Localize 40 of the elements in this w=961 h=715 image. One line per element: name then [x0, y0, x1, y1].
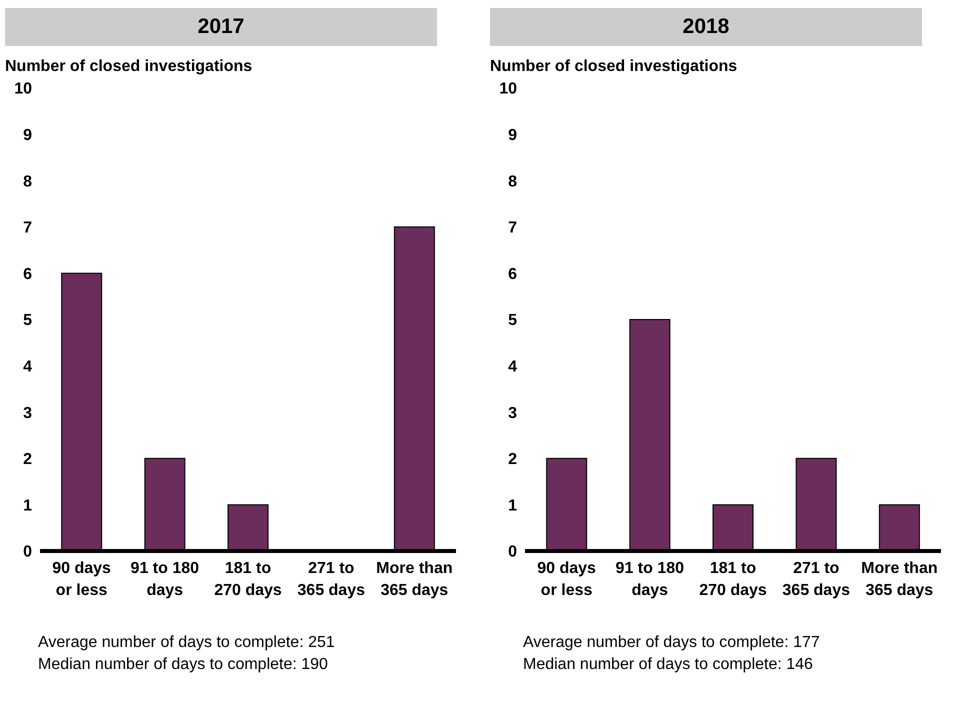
x-tick-label: 181 to 270 days — [699, 560, 767, 599]
x-tick-label: More than 365 days — [861, 560, 938, 599]
y-tick-label: 5 — [508, 312, 518, 330]
y-tick-label: 1 — [23, 497, 32, 514]
y-tick-label: 4 — [508, 358, 518, 376]
y-tick-label: 6 — [23, 266, 32, 283]
y-tick-label: 6 — [508, 266, 518, 283]
text: Average number of days to complete: 251 — [38, 633, 336, 653]
chart-title: 2017 — [5, 8, 437, 46]
y-tick-label: 2 — [23, 451, 32, 468]
y-tick-label: 5 — [23, 312, 32, 330]
x-tick-label: 271 to 365 days — [782, 560, 850, 599]
text: Average number of days to complete: 177 — [523, 633, 821, 653]
y-tick-label: 8 — [508, 173, 518, 190]
y-tick-label: 0 — [508, 544, 518, 561]
y-tick-label: 3 — [508, 404, 518, 422]
y-tick-label: 8 — [23, 173, 32, 190]
text: Median number of days to complete: 190 — [38, 655, 329, 675]
y-tick-label: 10 — [499, 80, 518, 98]
x-tick-label: 91 to 180 days — [130, 560, 200, 599]
y-tick-label: 2 — [508, 451, 518, 468]
y-tick-label: 3 — [23, 404, 32, 422]
chart-title: 2018 — [490, 8, 922, 46]
x-tick-label: 181 to 270 days — [214, 560, 282, 599]
x-tick-label: 91 to 180 days — [616, 560, 684, 599]
y-tick-label: 7 — [508, 220, 518, 237]
y-tick-label: 7 — [23, 220, 32, 237]
y-tick-label: 0 — [23, 544, 32, 561]
y-axis-title: Number of closed investigations — [5, 58, 254, 76]
y-axis-title: Number of closed investigations — [490, 58, 738, 76]
x-tick-label: More than 365 days — [376, 560, 453, 599]
text: Median number of days to complete: 146 — [523, 655, 814, 675]
y-tick-label: 10 — [14, 80, 32, 98]
x-tick-label: 271 to 365 days — [297, 560, 366, 599]
y-tick-label: 4 — [23, 358, 32, 376]
x-tick-label: 90 days or less — [52, 560, 112, 599]
y-tick-label: 9 — [23, 126, 32, 144]
y-tick-label: 1 — [508, 497, 518, 514]
y-tick-label: 9 — [508, 126, 518, 144]
x-tick-label: 90 days or less — [537, 560, 596, 599]
